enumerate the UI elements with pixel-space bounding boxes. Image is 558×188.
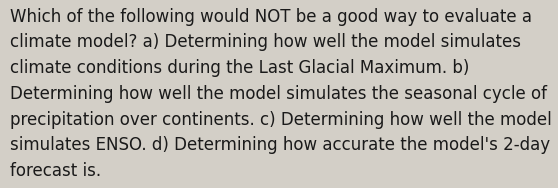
Text: climate model? a) Determining how well the model simulates: climate model? a) Determining how well t…	[10, 33, 521, 51]
Text: simulates ENSO. d) Determining how accurate the model's 2-day: simulates ENSO. d) Determining how accur…	[10, 136, 550, 154]
Text: climate conditions during the Last Glacial Maximum. b): climate conditions during the Last Glaci…	[10, 59, 469, 77]
Text: precipitation over continents. c) Determining how well the model: precipitation over continents. c) Determ…	[10, 111, 552, 129]
Text: Determining how well the model simulates the seasonal cycle of: Determining how well the model simulates…	[10, 85, 547, 103]
Text: Which of the following would NOT be a good way to evaluate a: Which of the following would NOT be a go…	[10, 8, 532, 26]
Text: forecast is.: forecast is.	[10, 162, 101, 180]
